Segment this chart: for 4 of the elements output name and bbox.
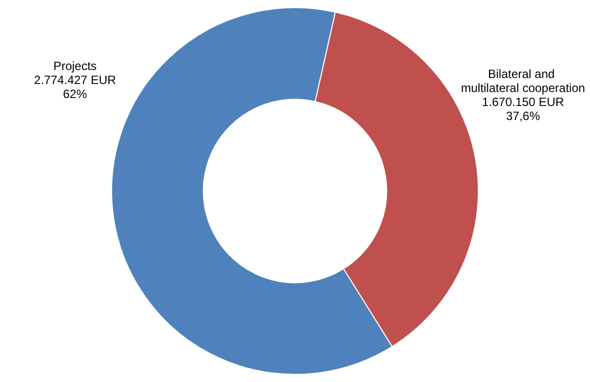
slice-label: Projects xyxy=(53,59,97,73)
data-label: 1.670.150 EUR 37,6% xyxy=(482,95,564,123)
slice-label: Bilateral and multilateral cooperation xyxy=(460,67,586,95)
data-label: 2.774.427 EUR 62% xyxy=(34,73,116,101)
